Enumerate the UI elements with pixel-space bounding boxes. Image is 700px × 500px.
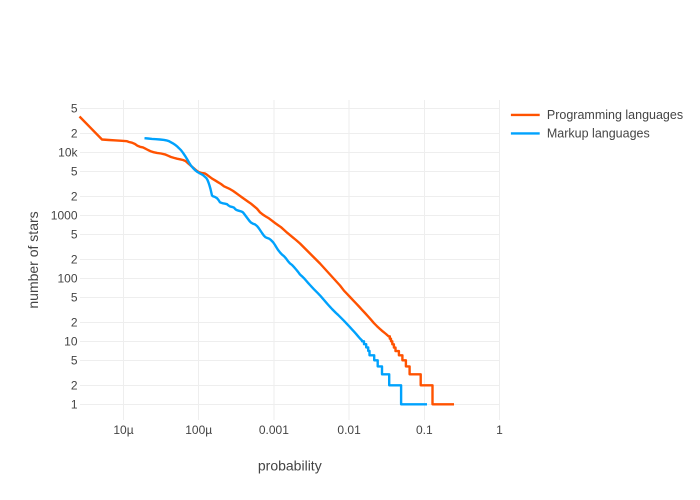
svg-text:5: 5 bbox=[71, 291, 78, 305]
svg-text:10µ: 10µ bbox=[113, 423, 133, 437]
svg-text:2: 2 bbox=[71, 316, 78, 330]
svg-text:2: 2 bbox=[71, 379, 78, 393]
svg-text:0.01: 0.01 bbox=[337, 423, 361, 437]
svg-text:probability: probability bbox=[258, 458, 322, 474]
svg-text:1: 1 bbox=[496, 423, 503, 437]
svg-text:0.1: 0.1 bbox=[416, 423, 433, 437]
svg-text:1: 1 bbox=[71, 398, 78, 412]
svg-text:2: 2 bbox=[71, 253, 78, 267]
svg-text:100: 100 bbox=[57, 272, 77, 286]
svg-text:Programming languages: Programming languages bbox=[547, 108, 683, 122]
svg-text:5: 5 bbox=[71, 165, 78, 179]
svg-text:10: 10 bbox=[64, 335, 78, 349]
svg-text:0.001: 0.001 bbox=[259, 423, 289, 437]
svg-text:1000: 1000 bbox=[51, 209, 78, 223]
svg-text:10k: 10k bbox=[58, 146, 78, 160]
svg-text:100µ: 100µ bbox=[185, 423, 212, 437]
svg-text:2: 2 bbox=[71, 190, 78, 204]
svg-text:5: 5 bbox=[71, 228, 78, 242]
svg-text:5: 5 bbox=[71, 354, 78, 368]
svg-text:2: 2 bbox=[71, 127, 78, 141]
svg-text:number of stars: number of stars bbox=[25, 211, 41, 308]
svg-text:Markup languages: Markup languages bbox=[547, 127, 650, 141]
svg-text:5: 5 bbox=[71, 102, 78, 116]
